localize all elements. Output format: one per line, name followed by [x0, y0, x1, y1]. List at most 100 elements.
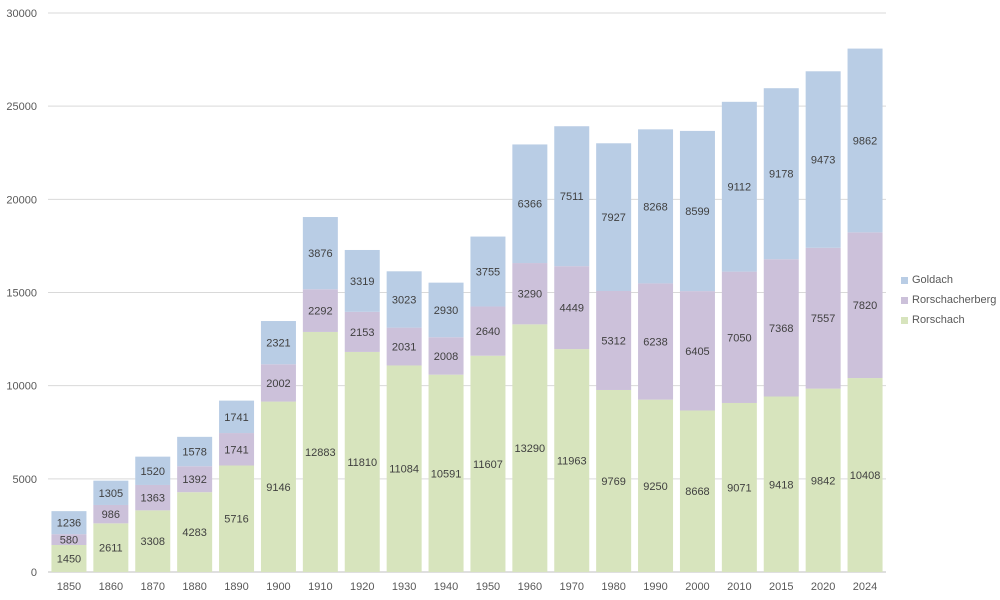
x-axis: 1850 1860 1870 1880 1890 1900 1910 1920 1930 1940…	[57, 581, 878, 593]
data-label-goldach-1960: 6366	[518, 199, 542, 211]
x-tick-label-1950: 1950	[476, 581, 500, 593]
legend-swatch	[901, 296, 908, 304]
x-tick-label-1930: 1930	[392, 581, 416, 593]
data-label-goldach-2020: 9473	[811, 155, 835, 167]
data-label-goldach-1880: 1578	[182, 447, 206, 459]
bar-rorschacherberg-2015	[763, 259, 799, 397]
data-label-goldach-1870: 1520	[141, 466, 165, 478]
x-tick-label-1970: 1970	[560, 581, 584, 593]
x-tick-label-1990: 1990	[643, 581, 667, 593]
bar-rorschach-1960	[512, 324, 548, 572]
legend: Goldach Rorschacherberg Rorschach	[901, 270, 996, 330]
x-tick-label-1960: 1960	[518, 581, 542, 593]
data-label-rorschach-1950: 11607	[473, 459, 503, 471]
bar-goldach-1990	[638, 129, 674, 284]
bar-rorschacherberg-1880	[177, 466, 213, 493]
data-label-rorschach-2015: 9418	[769, 479, 793, 491]
bar-rorschacherberg-1890	[219, 433, 255, 466]
y-tick-label: 20000	[6, 194, 37, 206]
bar-goldach-2024	[847, 48, 883, 233]
data-label-rorschach-1920: 11810	[347, 457, 377, 469]
bar-goldach-2010	[721, 101, 757, 272]
data-label-rorschach-2010: 9071	[727, 482, 751, 494]
bar-goldach-1920	[344, 249, 380, 312]
data-label-goldach-1860: 1305	[99, 488, 123, 500]
bar-rorschacherberg-2010	[721, 271, 757, 403]
data-label-goldach-1990: 8268	[643, 201, 667, 213]
data-label-rorschach-2000: 8668	[685, 486, 709, 498]
data-label-rorschach-1960: 13290	[515, 443, 546, 455]
bar-rorschach-2020	[805, 388, 841, 572]
data-label-goldach-2015: 9178	[769, 169, 793, 181]
bar-rorschacherberg-1940	[428, 337, 464, 375]
data-label-goldach-1920: 3319	[350, 276, 374, 288]
bar-rorschach-1890	[219, 465, 255, 572]
y-tick-label: 25000	[6, 101, 37, 113]
x-tick-label-1980: 1980	[601, 581, 625, 593]
bars	[51, 48, 883, 572]
bar-goldach-1860	[93, 480, 129, 505]
data-label-rorschacherberg-2010: 7050	[727, 332, 751, 344]
bar-rorschacherberg-2024	[847, 232, 883, 379]
bar-rorschach-1920	[344, 351, 380, 572]
legend-swatch	[901, 276, 908, 284]
bar-rorschacherberg-1970	[554, 266, 590, 350]
data-label-rorschacherberg-1960: 3290	[518, 289, 542, 301]
bar-rorschacherberg-1900	[260, 364, 296, 402]
bar-rorschach-1850	[51, 544, 87, 572]
data-label-rorschach-1900: 9146	[266, 482, 290, 494]
data-label-rorschach-1870: 3308	[141, 536, 165, 548]
bar-rorschach-1990	[638, 399, 674, 572]
bar-goldach-1940	[428, 282, 464, 338]
data-label-rorschacherberg-1850: 580	[60, 535, 78, 547]
bar-rorschach-1870	[135, 510, 171, 572]
data-label-goldach-2000: 8599	[685, 206, 709, 218]
data-label-rorschach-1910: 12883	[305, 447, 336, 459]
x-tick-label-2000: 2000	[685, 581, 709, 593]
x-tick-label-2015: 2015	[769, 581, 793, 593]
data-label-rorschacherberg-2020: 7557	[811, 313, 835, 325]
x-tick-label-1890: 1890	[224, 581, 248, 593]
x-tick-label-1880: 1880	[182, 581, 206, 593]
data-label-rorschach-1970: 11963	[557, 456, 587, 468]
data-label-rorschach-2024: 10408	[850, 470, 881, 482]
x-tick-label-1870: 1870	[141, 581, 165, 593]
bar-rorschach-2024	[847, 378, 883, 572]
data-label-rorschacherberg-1870: 1363	[141, 493, 165, 505]
x-tick-label-1940: 1940	[434, 581, 458, 593]
legend-label: Rorschacherberg	[912, 294, 997, 306]
legend-label: Rorschach	[912, 314, 965, 326]
legend-swatch	[901, 316, 908, 324]
bar-rorschacherberg-1920	[344, 311, 380, 352]
x-tick-label-1900: 1900	[266, 581, 290, 593]
bar-rorschach-1910	[302, 331, 338, 572]
data-label-rorschacherberg-1860: 986	[102, 509, 120, 521]
bar-goldach-1950	[470, 236, 506, 307]
gridlines	[48, 12, 886, 573]
data-label-goldach-1900: 2321	[266, 338, 290, 350]
data-labels: 1450 580 1236 2611 986 1305 3308 1363 1520 4283 13…	[57, 135, 881, 565]
x-tick-label-2020: 2020	[811, 581, 835, 593]
bar-rorschacherberg-1980	[596, 290, 632, 390]
bar-rorschacherberg-1930	[386, 327, 422, 366]
data-label-rorschacherberg-2015: 7368	[769, 323, 793, 335]
bar-rorschacherberg-1950	[470, 306, 506, 356]
data-label-rorschacherberg-1970: 4449	[560, 303, 584, 315]
bar-rorschach-2000	[679, 410, 715, 572]
bar-rorschach-2015	[763, 396, 799, 572]
bar-goldach-2000	[679, 130, 715, 292]
bar-rorschach-2010	[721, 402, 757, 572]
data-label-rorschacherberg-2024: 7820	[853, 300, 877, 312]
data-label-goldach-1930: 3023	[392, 294, 416, 306]
bar-goldach-1870	[135, 456, 171, 485]
bar-rorschacherberg-2000	[679, 291, 715, 411]
bar-goldach-1960	[512, 144, 548, 264]
data-label-goldach-1890: 1741	[224, 412, 248, 424]
bar-rorschach-1880	[177, 492, 213, 572]
data-label-rorschach-1980: 9769	[601, 476, 625, 488]
bar-goldach-1850	[51, 511, 87, 535]
bar-rorschacherberg-1910	[302, 289, 338, 332]
data-label-rorschacherberg-1980: 5312	[601, 335, 625, 347]
bar-rorschacherberg-1860	[93, 504, 129, 524]
